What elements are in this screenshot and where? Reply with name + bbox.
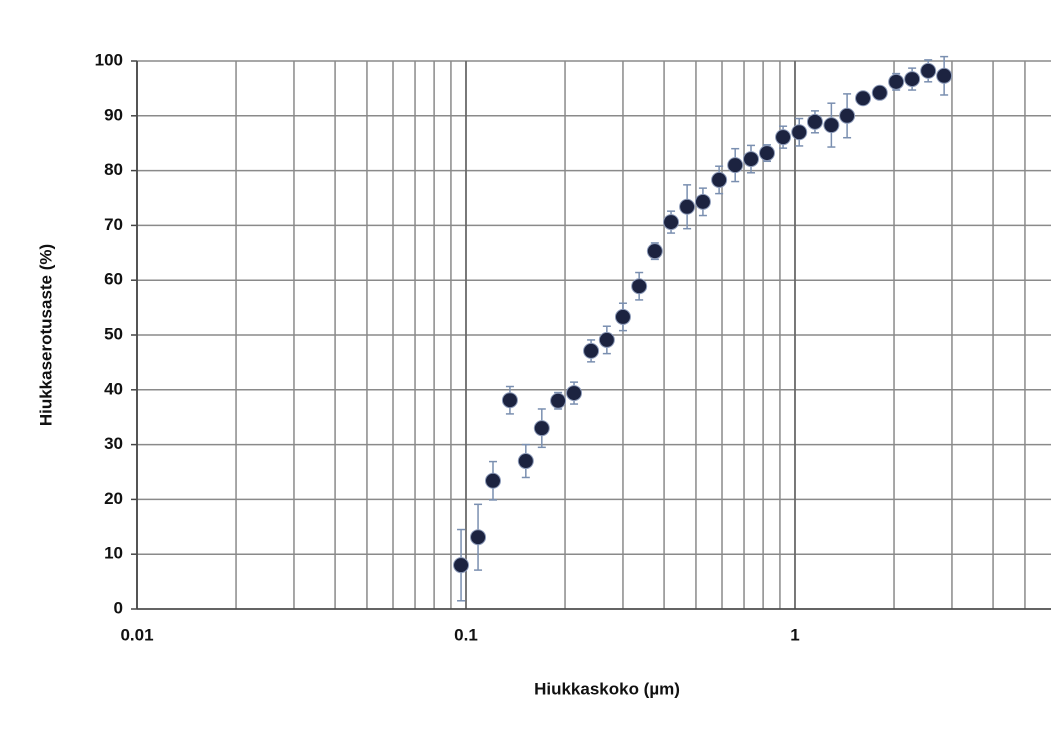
y-tick-label: 30 <box>104 434 123 453</box>
y-tick-label: 70 <box>104 215 123 234</box>
point <box>743 151 760 168</box>
point <box>711 171 728 188</box>
y-axis-title: Hiukkaserotusaste (%) <box>36 244 55 426</box>
point <box>517 453 534 470</box>
point <box>694 193 711 210</box>
y-tick-label: 20 <box>104 489 123 508</box>
point <box>598 331 615 348</box>
point <box>453 557 470 574</box>
y-tick-label: 10 <box>104 544 123 563</box>
y-tick-label: 50 <box>104 324 123 343</box>
point <box>839 107 856 124</box>
point <box>775 129 792 146</box>
point <box>484 472 501 489</box>
point <box>727 157 744 174</box>
point <box>550 392 567 409</box>
x-tick-label: 0.01 <box>120 625 153 644</box>
point <box>470 529 487 546</box>
point <box>631 278 648 295</box>
point <box>501 392 518 409</box>
y-tick-label: 80 <box>104 160 123 179</box>
y-tick-label: 0 <box>114 598 123 617</box>
y-tick-label: 60 <box>104 270 123 289</box>
point <box>614 308 631 325</box>
point <box>646 243 663 260</box>
point <box>888 73 905 90</box>
point <box>758 145 775 162</box>
point <box>855 90 872 107</box>
point <box>806 113 823 130</box>
point <box>904 71 921 88</box>
x-tick-label: 0.1 <box>454 625 478 644</box>
point <box>823 117 840 134</box>
x-tick-label: 1 <box>790 625 799 644</box>
point <box>533 420 550 437</box>
point <box>920 62 937 79</box>
x-axis-title: Hiukkaskoko (µm) <box>534 679 680 698</box>
y-tick-label: 90 <box>104 105 123 124</box>
point <box>936 67 953 84</box>
point <box>663 214 680 231</box>
point <box>871 84 888 101</box>
point <box>679 198 696 215</box>
y-tick-label: 40 <box>104 379 123 398</box>
point <box>791 124 808 141</box>
y-tick-label: 100 <box>95 50 123 69</box>
point <box>566 385 583 402</box>
point <box>583 342 600 359</box>
